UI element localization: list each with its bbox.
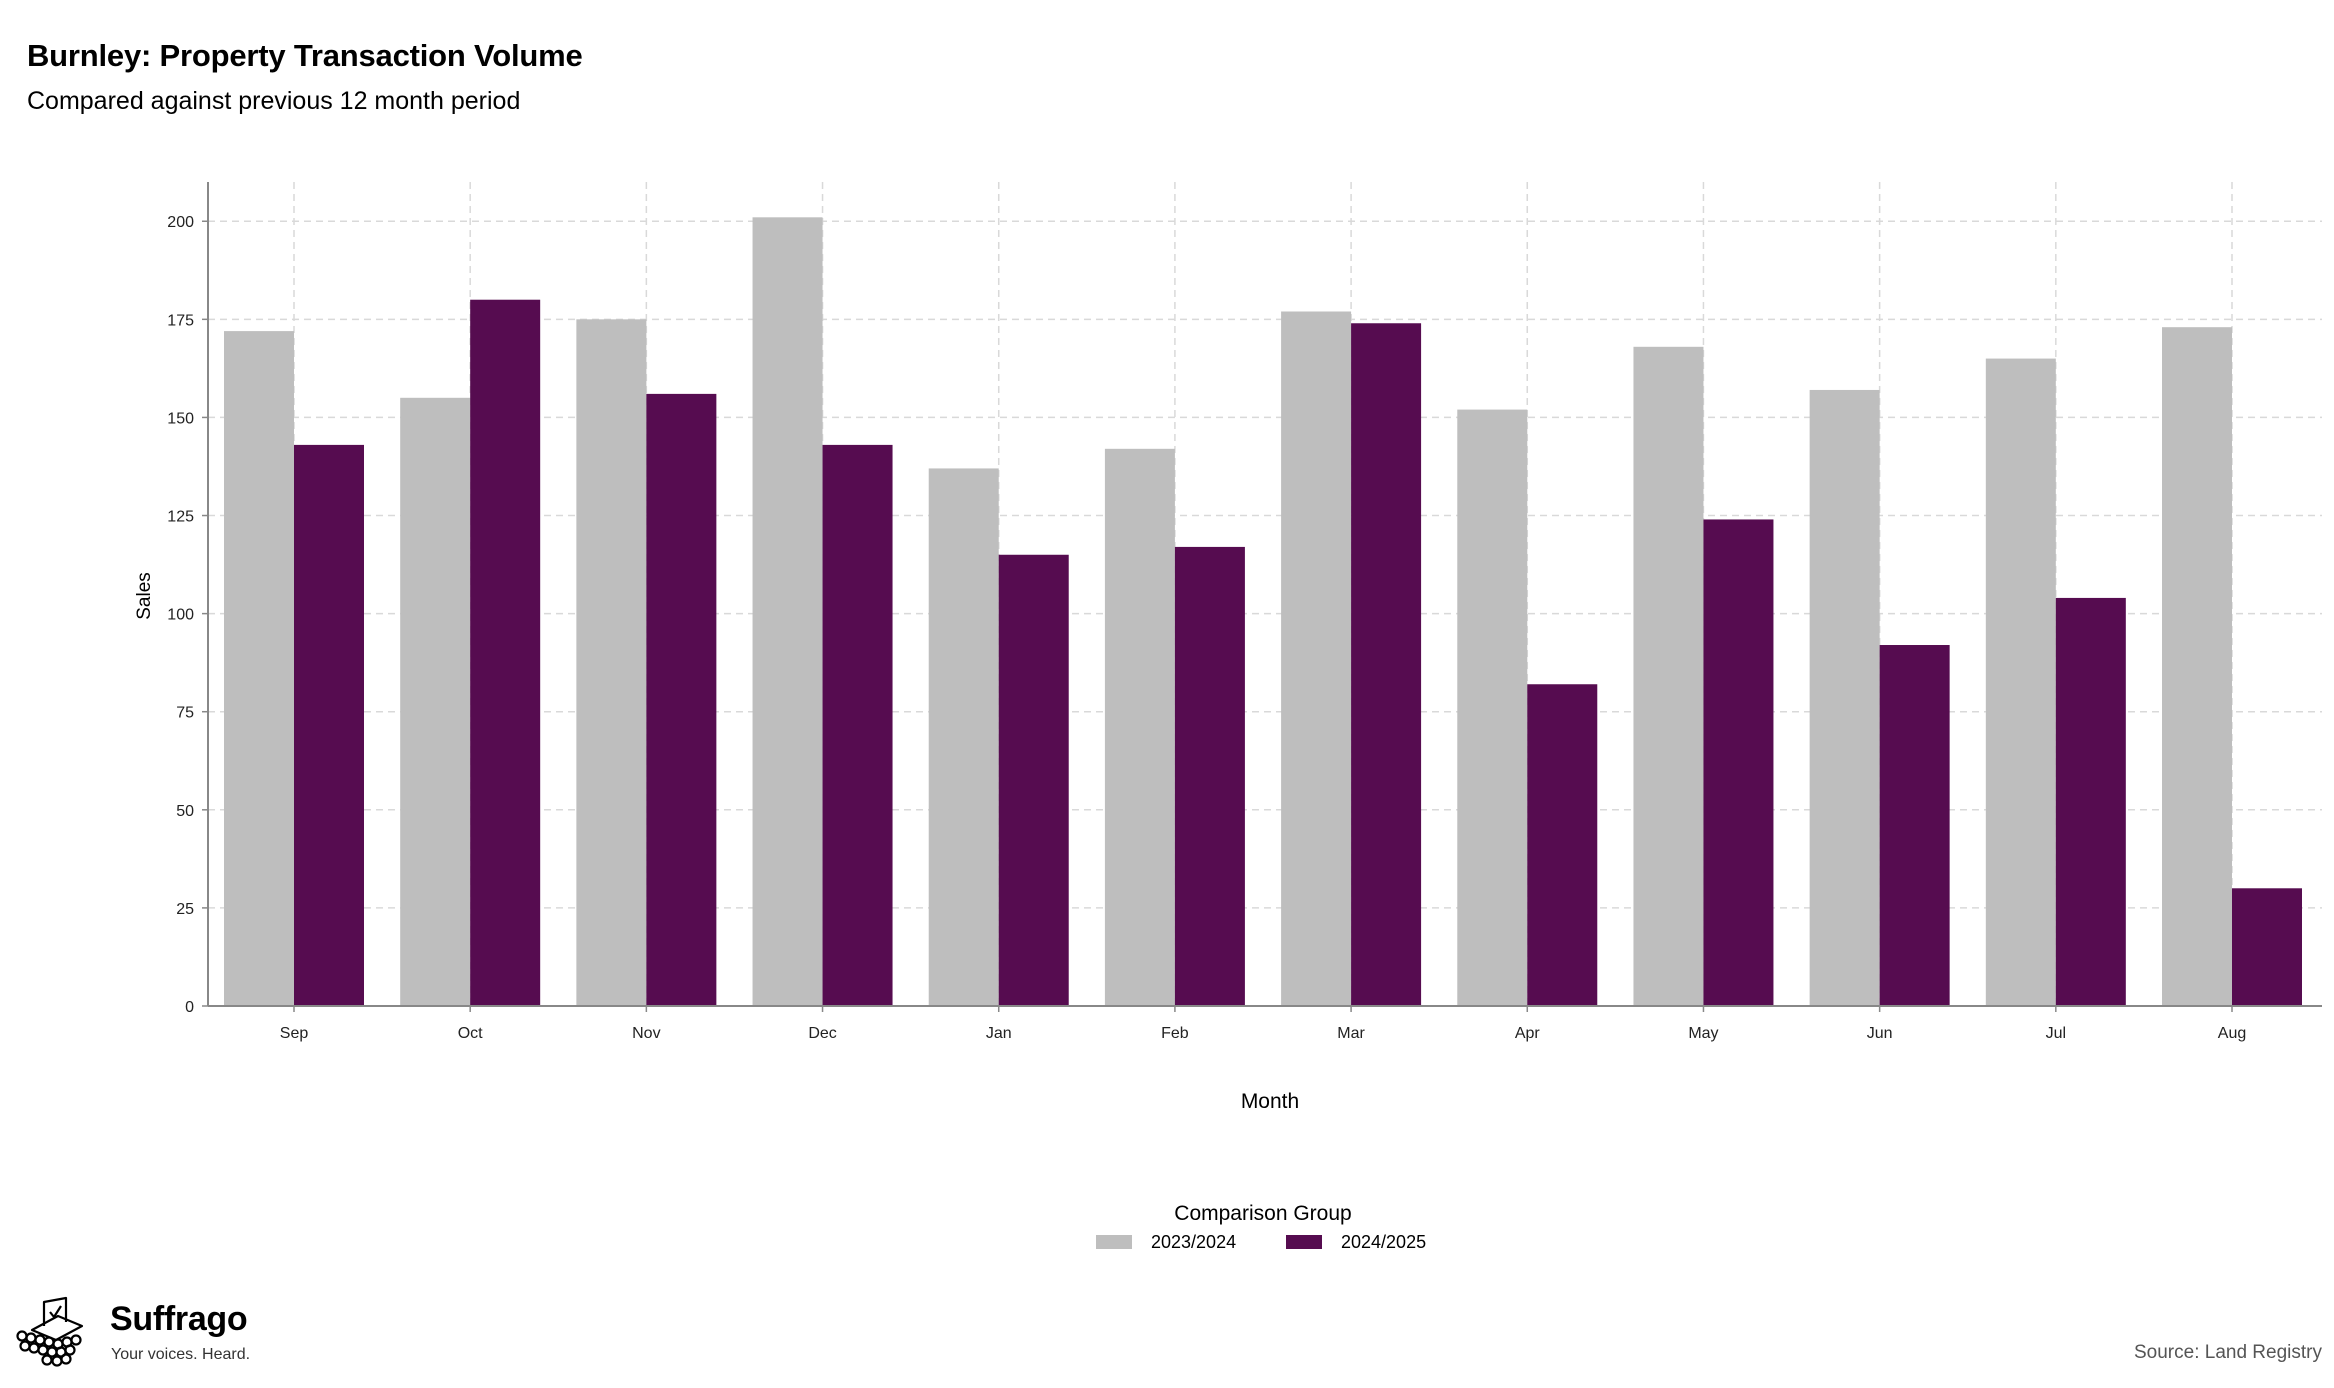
bar-prev-apr — [1457, 409, 1528, 1007]
bar-curr-mar — [1351, 323, 1422, 1006]
bar-curr-aug — [2232, 888, 2302, 1006]
x-tick-label: May — [1688, 1025, 1718, 1042]
x-tick-label: Jul — [2046, 1025, 2066, 1042]
y-tick-label: 125 — [167, 509, 194, 526]
y-axis-title: Sales — [134, 572, 155, 620]
x-tick-label: Aug — [2218, 1025, 2246, 1042]
x-tick-label: Sep — [280, 1025, 309, 1042]
bar-prev-feb — [1104, 448, 1175, 1006]
y-tick-label: 200 — [167, 214, 194, 231]
legend-layer: Comparison Group 2023/2024 2024/2025 — [1096, 1202, 1426, 1252]
legend-swatch-prev — [1096, 1235, 1132, 1249]
y-tick-label: 50 — [176, 803, 194, 820]
bar-curr-nov — [646, 393, 717, 1006]
chart-title: Burnley: Property Transaction Volume — [27, 38, 583, 73]
bar-curr-feb — [1174, 546, 1245, 1006]
bar-prev-jun — [1809, 389, 1880, 1006]
bar-prev-nov — [576, 319, 647, 1006]
y-tick-label: 75 — [176, 705, 194, 722]
bar-prev-may — [1633, 346, 1704, 1006]
y-tick-label: 175 — [167, 312, 194, 329]
brand-name: Suffrago — [110, 1300, 248, 1338]
bars-layer — [224, 217, 2302, 1007]
ballot-box-icon — [16, 1296, 84, 1367]
bar-prev-aug — [2162, 327, 2232, 1007]
axes-layer: 0 25 50 75 100 125 150 175 200 Sep Oct Nov Dec Jan Feb… — [134, 182, 2322, 1113]
bar-curr-jun — [1879, 645, 1950, 1006]
bar-curr-jan — [998, 554, 1069, 1006]
x-tick-label: Apr — [1515, 1025, 1541, 1042]
y-tick-label: 25 — [176, 901, 194, 918]
bar-prev-jul — [1985, 358, 2056, 1007]
bar-curr-dec — [822, 444, 893, 1006]
suffrago-logo: Suffrago Your voices. Heard. — [14, 1296, 274, 1376]
bar-prev-mar — [1281, 311, 1352, 1006]
x-tick-label: Nov — [632, 1025, 660, 1042]
bar-curr-jul — [2055, 597, 2126, 1006]
legend-label-prev: 2023/2024 — [1151, 1232, 1236, 1252]
x-tick-label: Dec — [808, 1025, 836, 1042]
x-tick-label: Mar — [1337, 1025, 1365, 1042]
x-tick-label: Jun — [1867, 1025, 1893, 1042]
bar-prev-oct — [400, 397, 471, 1006]
bar-curr-may — [1703, 519, 1774, 1006]
source-note: Source: Land Registry — [2134, 1342, 2322, 1363]
x-tick-label: Jan — [986, 1025, 1012, 1042]
bar-curr-apr — [1527, 684, 1598, 1006]
legend-title: Comparison Group — [1174, 1202, 1351, 1225]
chart-subtitle: Compared against previous 12 month perio… — [27, 87, 521, 115]
x-tick-label: Oct — [458, 1025, 483, 1042]
bar-curr-sep — [294, 444, 364, 1006]
bar-prev-sep — [224, 331, 294, 1007]
legend-label-curr: 2024/2025 — [1341, 1232, 1426, 1252]
y-tick-label: 100 — [167, 607, 194, 624]
x-axis-title: Month — [1241, 1090, 1299, 1113]
bar-prev-jan — [928, 468, 999, 1006]
brand-tagline: Your voices. Heard. — [111, 1346, 251, 1363]
bar-curr-oct — [470, 299, 541, 1006]
legend-swatch-curr — [1286, 1235, 1322, 1249]
y-tick-label: 150 — [167, 410, 194, 427]
y-tick-label: 0 — [185, 999, 194, 1016]
x-tick-label: Feb — [1161, 1025, 1189, 1042]
bar-prev-dec — [752, 217, 823, 1007]
